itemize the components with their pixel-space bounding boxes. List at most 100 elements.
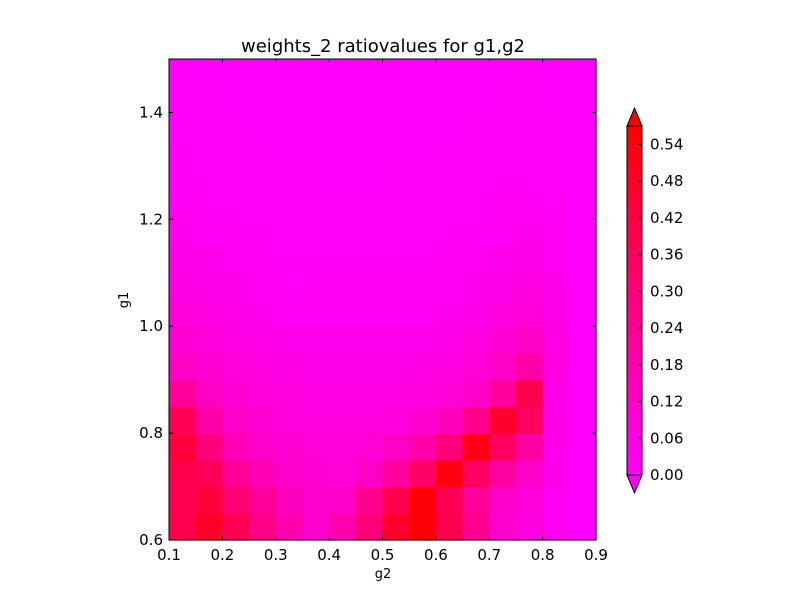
heatmap-cell [275, 459, 304, 488]
colorbar-segment [627, 223, 642, 231]
heatmap-cell [275, 513, 304, 541]
heatmap-cell [462, 433, 490, 461]
colorbar-segment [627, 309, 642, 317]
colorbar-segment [627, 432, 642, 439]
heatmap-cell [382, 406, 410, 434]
heatmap-cell [302, 219, 330, 247]
colorbar-segment [627, 217, 642, 225]
colorbar-segment [627, 346, 642, 354]
heatmap-cell [542, 459, 570, 488]
heatmap-cell [515, 192, 544, 220]
heatmap-cell [275, 486, 304, 514]
heatmap-cell [249, 433, 277, 461]
heatmap-cell [462, 272, 490, 301]
heatmap-cell [195, 192, 223, 220]
y-axis: 0.6 0.8 1.0 1.2 1.4 [139, 103, 596, 549]
heatmap-cell [435, 513, 464, 541]
x-axis-label: g2 [375, 567, 392, 582]
colorbar-segment [627, 340, 642, 348]
colorbar-segment [627, 205, 642, 213]
heatmap-cell [169, 433, 197, 461]
heatmap-cell [542, 326, 570, 354]
heatmap-cell [275, 299, 304, 327]
heatmap-cell [569, 486, 597, 514]
colorbar-segment [627, 187, 642, 194]
heatmap-cell [275, 139, 304, 167]
heatmap-cell [382, 59, 410, 87]
heatmap-cell [355, 246, 384, 274]
heatmap-cell [382, 326, 410, 354]
y-tick-label: 1.2 [139, 210, 163, 228]
heatmap-cell [302, 326, 330, 354]
heatmap-cell [275, 59, 304, 87]
heatmap-cell [329, 246, 357, 274]
colorbar-extend-min [626, 474, 643, 495]
heatmap-cell [542, 406, 570, 434]
x-tick-label: 0.1 [157, 546, 181, 564]
colorbar-tick-label: 0.00 [650, 466, 683, 484]
heatmap-cell [355, 406, 384, 434]
heatmap-cell [569, 379, 597, 407]
colorbar-segment [627, 395, 642, 403]
heatmap-cell [222, 165, 250, 194]
heatmap-cell [355, 299, 384, 327]
colorbar-tick-label: 0.06 [650, 429, 683, 447]
heatmap-cell [329, 406, 357, 434]
heatmap-cell [382, 379, 410, 407]
heatmap-cell [489, 299, 517, 327]
colorbar-segment [627, 334, 642, 341]
colorbar-segment [627, 132, 642, 139]
heatmap-cell [515, 59, 544, 87]
heatmap-cell [195, 513, 223, 541]
heatmap-cell [329, 112, 357, 140]
heatmap-cell [569, 165, 597, 194]
heatmap-cell [249, 486, 277, 514]
x-tick-label: 0.3 [264, 546, 288, 564]
colorbar-tick-label: 0.42 [650, 209, 683, 227]
heatmap-cell [249, 112, 277, 140]
heatmap-cell [489, 433, 517, 461]
heatmap-cell [542, 352, 570, 381]
heatmap-cell [355, 272, 384, 301]
heatmap-cell [409, 406, 437, 434]
heatmap-cell [515, 379, 544, 407]
colorbar-segment [627, 230, 642, 237]
x-axis: 0.1 0.2 0.3 0.4 0.5 0.6 0.7 0.8 0.9 [157, 59, 608, 564]
heatmap-cell [329, 165, 357, 194]
heatmap-cell [382, 513, 410, 541]
heatmap-cell [195, 246, 223, 274]
colorbar-segment [627, 211, 642, 219]
heatmap-cell [382, 433, 410, 461]
colorbar-segment [627, 450, 642, 458]
heatmap-cell [169, 85, 197, 114]
heatmap-cell [462, 459, 490, 488]
heatmap-cell [302, 246, 330, 274]
heatmap-cell [222, 459, 250, 488]
heatmap-cell [489, 486, 517, 514]
heatmap-cell [222, 59, 250, 87]
heatmap-cell [382, 85, 410, 114]
heatmap-cell [169, 219, 197, 247]
heatmap-cell [409, 85, 437, 114]
heatmap-cell [569, 219, 597, 247]
heatmap-cell [195, 165, 223, 194]
heatmap-cell [249, 59, 277, 87]
heatmap-cell [195, 272, 223, 301]
heatmap-cell [489, 85, 517, 114]
heatmap-cell [515, 459, 544, 488]
heatmap-cell [302, 352, 330, 381]
heatmap-cell [329, 352, 357, 381]
heatmap-cell [569, 272, 597, 301]
heatmap-cell [222, 139, 250, 167]
heatmap-cell [169, 59, 197, 87]
heatmap-cell [515, 433, 544, 461]
heatmap-cell [515, 326, 544, 354]
heatmap-cell [169, 352, 197, 381]
heatmap-cell [195, 299, 223, 327]
heatmap-cell [435, 433, 464, 461]
x-tick-label: 0.4 [317, 546, 341, 564]
colorbar-segment [627, 352, 642, 360]
heatmap-cell [195, 433, 223, 461]
colorbar-segment [627, 419, 642, 427]
y-tick-label: 0.6 [139, 531, 163, 549]
